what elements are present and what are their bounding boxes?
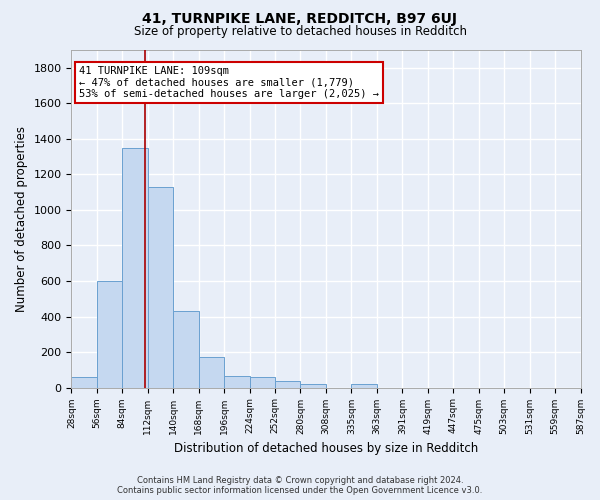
- Bar: [250, 377, 275, 388]
- Bar: [173, 311, 199, 388]
- Bar: [199, 358, 224, 388]
- Text: Contains HM Land Registry data © Crown copyright and database right 2024.
Contai: Contains HM Land Registry data © Crown c…: [118, 476, 482, 495]
- Bar: [148, 187, 173, 388]
- Bar: [71, 377, 97, 388]
- Text: 41 TURNPIKE LANE: 109sqm
← 47% of detached houses are smaller (1,779)
53% of sem: 41 TURNPIKE LANE: 109sqm ← 47% of detach…: [79, 66, 379, 99]
- Bar: [352, 384, 377, 388]
- Text: Size of property relative to detached houses in Redditch: Size of property relative to detached ho…: [133, 25, 467, 38]
- Bar: [97, 281, 122, 388]
- Bar: [301, 384, 326, 388]
- Bar: [122, 148, 148, 388]
- Y-axis label: Number of detached properties: Number of detached properties: [15, 126, 28, 312]
- Text: 41, TURNPIKE LANE, REDDITCH, B97 6UJ: 41, TURNPIKE LANE, REDDITCH, B97 6UJ: [143, 12, 458, 26]
- Bar: [275, 382, 301, 388]
- Bar: [224, 376, 250, 388]
- X-axis label: Distribution of detached houses by size in Redditch: Distribution of detached houses by size …: [174, 442, 478, 455]
